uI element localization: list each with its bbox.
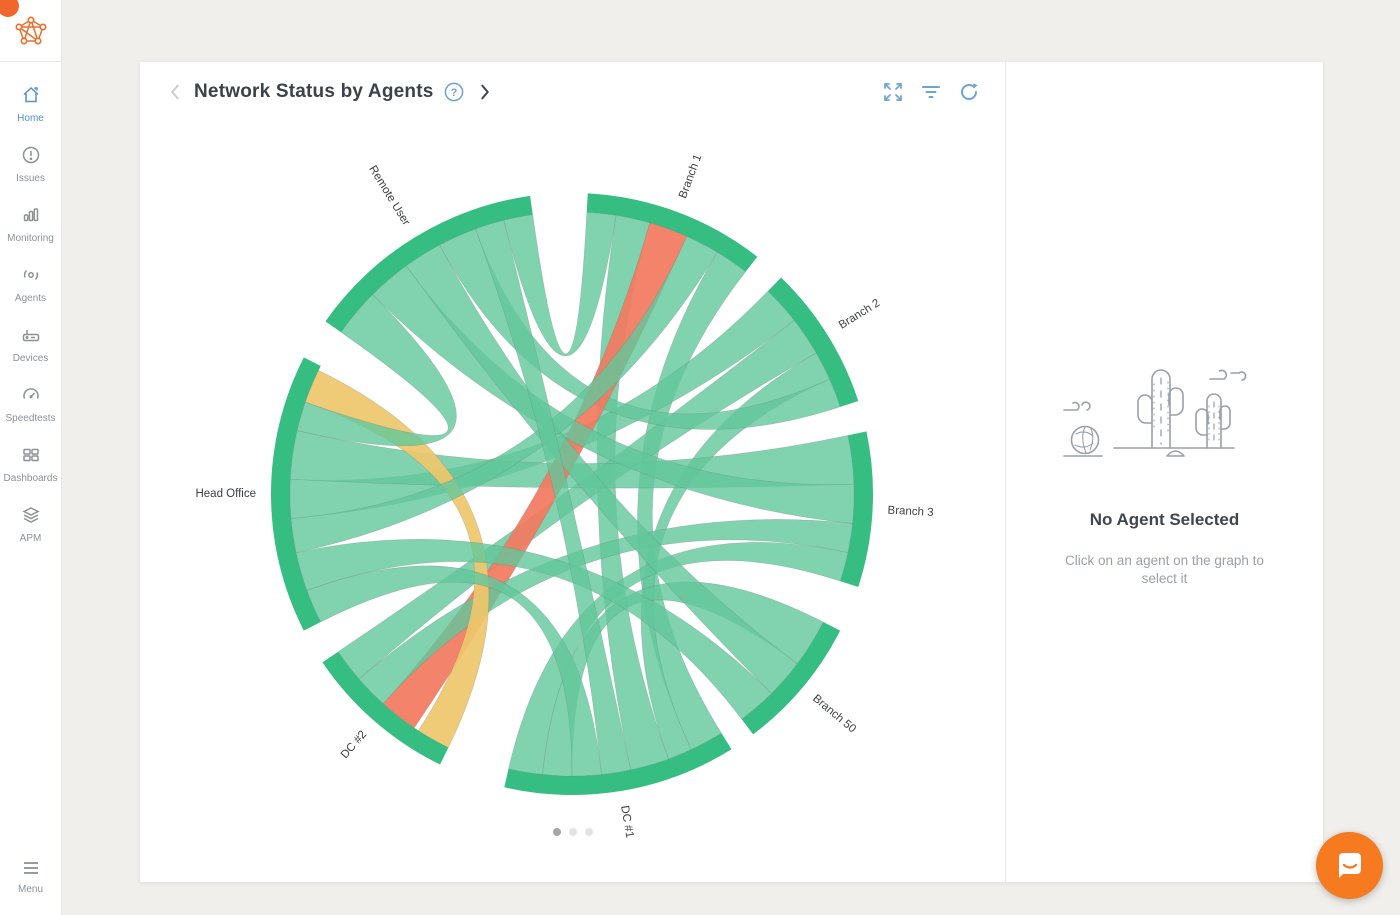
expand-icon[interactable] (881, 80, 905, 104)
chord-arc-branch-3[interactable] (840, 431, 873, 588)
chart-header: Network Status by Agents ? (140, 62, 1005, 122)
svg-text:?: ? (450, 87, 457, 99)
chord-ribbon-ok[interactable] (405, 244, 798, 694)
issues-icon (21, 145, 41, 170)
sidebar-item-label: Dashboards (3, 472, 58, 484)
sidebar-item-label: Menu (17, 883, 43, 895)
chord-ribbon-ok[interactable] (306, 565, 602, 777)
sidebar-item-monitoring[interactable]: Monitoring (0, 194, 62, 254)
notification-dot (0, 0, 19, 17)
sidebar: Home Issues Monitoring Agents Devices Speedte… (0, 0, 62, 915)
pagination-dot-3[interactable] (584, 828, 593, 836)
monitoring-icon (21, 205, 41, 230)
sidebar-item-agents[interactable]: Agents (0, 254, 62, 314)
chord-ribbon-ok[interactable] (295, 539, 772, 720)
sidebar-item-label: Home (17, 112, 44, 124)
sidebar-item-menu[interactable]: Menu (0, 847, 62, 907)
pagination-dot-1[interactable] (552, 828, 561, 836)
next-chart-button[interactable] (474, 81, 496, 103)
chord-ribbon-ok[interactable] (296, 294, 457, 447)
chat-launcher-button[interactable] (1316, 832, 1383, 899)
chart-section: Network Status by Agents ? (140, 62, 1005, 882)
refresh-icon[interactable] (957, 80, 981, 104)
chord-label-dc-2[interactable]: DC #2 (339, 729, 369, 761)
chord-label-branch-2[interactable]: Branch 2 (837, 297, 882, 332)
chord-arc-branch-1[interactable] (586, 193, 758, 272)
chord-arc-remote-user[interactable] (325, 195, 533, 333)
chord-arc-branch-50[interactable] (741, 622, 841, 735)
devices-icon (21, 325, 41, 350)
chat-bubble-icon (1338, 852, 1361, 878)
home-icon (21, 85, 41, 110)
pagination-dot-2[interactable] (568, 828, 577, 836)
sidebar-item-speedtests[interactable]: Speedtests (0, 374, 62, 434)
chord-ribbon-ok[interactable] (290, 235, 718, 553)
apm-icon (21, 505, 41, 530)
chord-arc-branch-2[interactable] (767, 277, 859, 407)
chord-arc-dc-1[interactable] (504, 733, 732, 796)
sidebar-item-apm[interactable]: APM (0, 494, 62, 554)
filter-icon[interactable] (919, 80, 943, 104)
chord-label-branch-50[interactable]: Branch 50 (810, 693, 858, 736)
sidebar-item-label: Monitoring (7, 232, 54, 244)
chord-label-dc-1[interactable]: DC #1 (618, 805, 635, 839)
dashboards-icon (21, 445, 41, 470)
chord-ribbon-ok[interactable] (475, 220, 631, 775)
help-icon[interactable]: ? (444, 82, 464, 102)
sidebar-item-devices[interactable]: Devices (0, 314, 62, 374)
sidebar-item-label: Issues (16, 172, 45, 184)
chord-arc-dc-2[interactable] (322, 651, 449, 765)
prev-chart-button[interactable] (164, 81, 186, 103)
no-agent-subtitle: Click on an agent on the graph to select… (1065, 553, 1264, 587)
sidebar-item-dashboards[interactable]: Dashboards (0, 434, 62, 494)
app-logo[interactable] (0, 0, 62, 62)
network-graph-logo-icon (14, 15, 46, 44)
chart-actions (881, 80, 981, 104)
sidebar-item-label: Agents (14, 292, 47, 304)
dashboard-card: Network Status by Agents ? (140, 62, 1323, 882)
chord-ribbon-ok[interactable] (503, 212, 617, 357)
agents-icon (21, 265, 41, 290)
chord-label-branch-1[interactable]: Branch 1 (677, 153, 704, 200)
chord-arc-head-office[interactable] (271, 357, 321, 631)
chord-diagram[interactable]: Branch 1 Branch 2 Branch 3 Branch 50 DC #1 DC… (140, 62, 1005, 882)
chord-label-head-office[interactable]: Head Office (195, 488, 256, 500)
agent-detail-panel: No Agent Selected Click on an agent on t… (1005, 62, 1323, 882)
chart-pagination (140, 828, 1005, 836)
chart-title: Network Status by Agents (194, 81, 434, 102)
sidebar-nav: Home Issues Monitoring Agents Devices Speedte… (0, 74, 62, 847)
sidebar-item-label: Devices (12, 352, 49, 364)
sidebar-item-issues[interactable]: Issues (0, 134, 62, 194)
sidebar-item-label: APM (19, 532, 42, 544)
menu-icon (21, 860, 41, 881)
chord-label-branch-3[interactable]: Branch 3 (887, 505, 934, 519)
sidebar-item-home[interactable]: Home (0, 74, 62, 134)
speedtests-icon (21, 385, 41, 410)
chord-ribbon-warning[interactable] (304, 369, 490, 748)
no-agent-title: No Agent Selected (1089, 510, 1240, 529)
desert-cactus-illustration (1062, 369, 1246, 457)
chord-label-remote-user[interactable]: Remote User (366, 164, 412, 228)
sidebar-item-label: Speedtests (5, 412, 56, 424)
